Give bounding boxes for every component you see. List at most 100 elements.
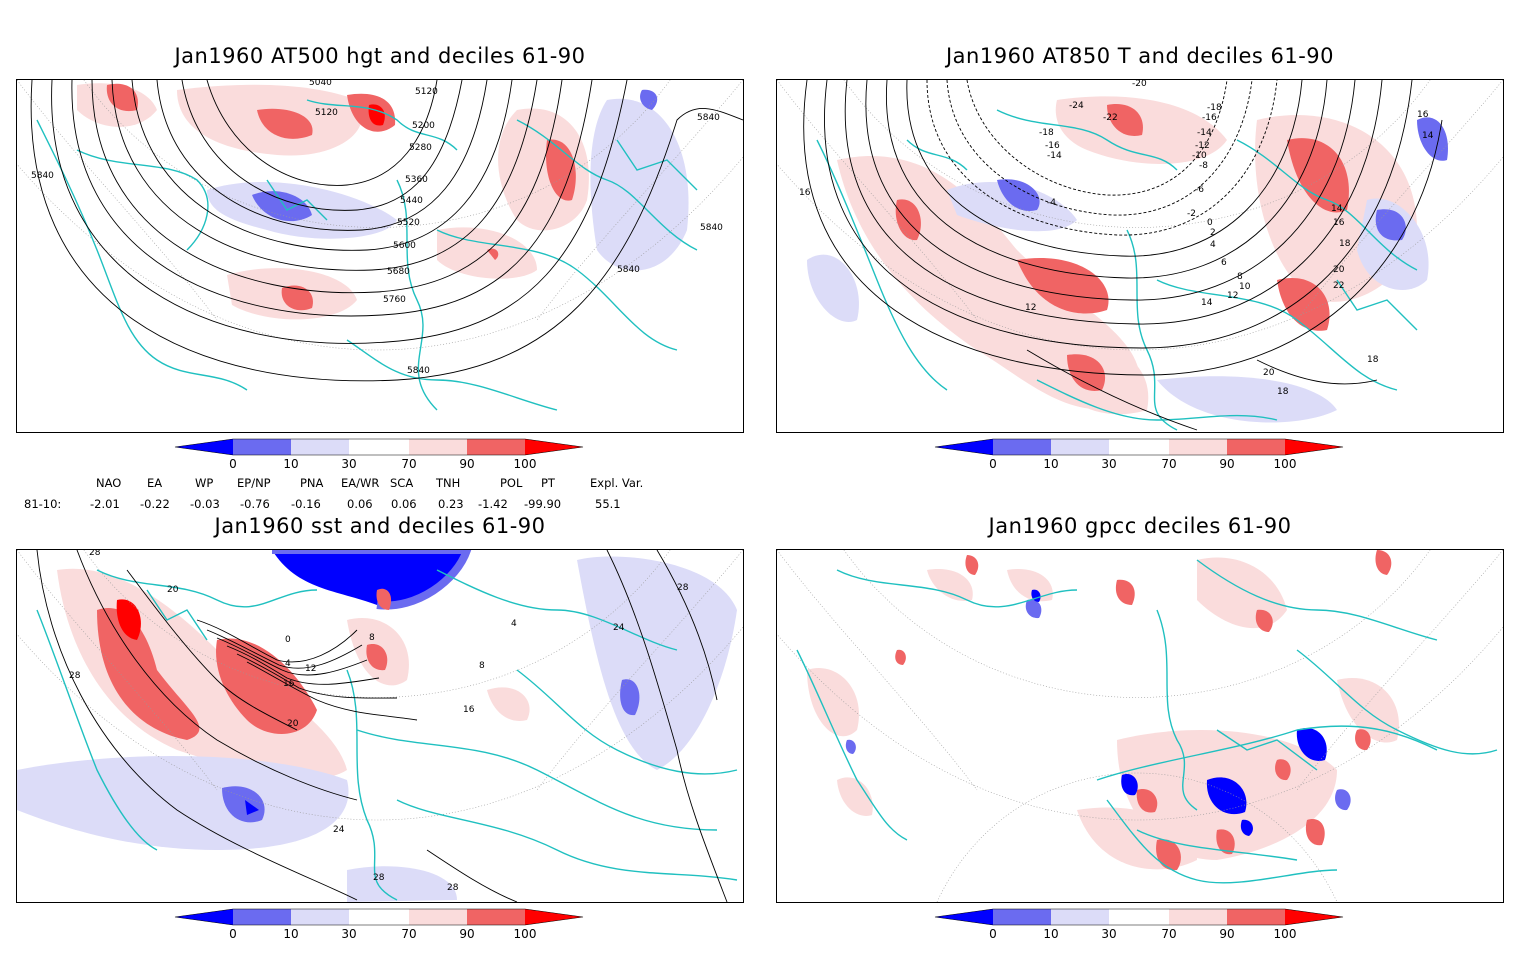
- contour-label: 16: [799, 188, 811, 198]
- contour-label: 5760: [383, 295, 406, 305]
- contour-label: -4: [1047, 198, 1056, 208]
- index-value: 0.06: [347, 497, 373, 511]
- contour-label: 20: [1263, 368, 1275, 378]
- contour-label: 10: [1239, 282, 1251, 292]
- colorbar-tick-label: 70: [401, 927, 417, 941]
- colorbar-tick-label: 100: [513, 457, 537, 471]
- contour-label: 28: [447, 883, 459, 893]
- colorbar-tick-label: 30: [1101, 457, 1117, 471]
- colorbar-tick-label: 30: [1101, 927, 1117, 941]
- contour-label: 5520: [397, 218, 420, 228]
- index-header: TNH: [436, 476, 461, 490]
- contour-label: 5840: [697, 113, 720, 123]
- contour-label: -14: [1047, 151, 1062, 161]
- colorbar-tick-label: 100: [1273, 927, 1297, 941]
- contour-label: 5680: [387, 267, 410, 277]
- contour-label: -2: [1187, 209, 1196, 219]
- contour-label: 8: [479, 661, 485, 671]
- contour-label: -16: [1202, 113, 1217, 123]
- index-header: SCA: [390, 476, 414, 490]
- index-value: -0.22: [140, 497, 170, 511]
- colorbar-sst: 0 10 30 70 90 100: [174, 908, 585, 953]
- contour-label: 12: [305, 664, 316, 674]
- contour-label: 6: [1221, 258, 1227, 268]
- map-panel-t850: -24 -22 -20 -18 -18 -16 -16 -14 -14 -12 …: [776, 79, 1504, 433]
- contour-label: 8: [369, 633, 375, 643]
- contour-label: 5840: [617, 265, 640, 275]
- contour-label: 28: [89, 550, 101, 558]
- contour-label: 0: [285, 635, 291, 645]
- index-value: -99.90: [524, 497, 562, 511]
- colorbar-gpcc: 0 10 30 70 90 100: [934, 908, 1345, 953]
- map-panel-hgt500: 5040 5120 5120 5200 5280 5360 5440 5520 …: [16, 79, 744, 433]
- index-value: 0.23: [438, 497, 464, 511]
- index-value: 0.06: [391, 497, 417, 511]
- contour-label: -8: [1199, 161, 1208, 171]
- contour-label: 2: [1210, 228, 1216, 238]
- contour-label: 28: [69, 671, 81, 681]
- contour-label: 5120: [415, 87, 438, 97]
- contour-label: 16: [463, 705, 475, 715]
- index-value: 55.1: [595, 497, 621, 511]
- index-value: -2.01: [90, 497, 120, 511]
- contour-label: 14: [1331, 204, 1343, 214]
- contour-label: -12: [1195, 141, 1210, 151]
- colorbar-tick-label: 30: [341, 457, 357, 471]
- index-header: EA: [147, 476, 163, 490]
- colorbar-tick-label: 30: [341, 927, 357, 941]
- contour-label: 28: [373, 873, 385, 883]
- contour-label: 8: [1237, 272, 1243, 282]
- index-header: WP: [195, 476, 214, 490]
- colorbar-tick-label: 10: [283, 927, 299, 941]
- panel-title-gpcc: Jan1960 gpcc deciles 61-90: [988, 514, 1292, 538]
- colorbar-tick-label: 100: [1273, 457, 1297, 471]
- contour-label: 5440: [400, 196, 423, 206]
- colorbar-tick-label: 70: [401, 457, 417, 471]
- index-row-label: 81-10:: [24, 497, 62, 511]
- contour-label: 16: [1417, 110, 1429, 120]
- map-panel-gpcc: [776, 549, 1504, 903]
- contour-label: -6: [1195, 185, 1204, 195]
- index-header: EP/NP: [237, 476, 271, 490]
- contour-label: 5840: [31, 171, 54, 181]
- contour-label: 5120: [315, 108, 338, 118]
- index-value: -1.42: [478, 497, 508, 511]
- contour-label: 5840: [407, 366, 430, 376]
- index-header: NAO: [96, 476, 122, 490]
- index-header: PNA: [300, 476, 324, 490]
- contour-label: 12: [1227, 291, 1238, 301]
- contour-label: -16: [1045, 141, 1060, 151]
- contour-label: 5040: [309, 80, 332, 88]
- panel-title-t850: Jan1960 AT850 T and deciles 61-90: [945, 44, 1335, 68]
- colorbar-tick-label: 0: [229, 927, 237, 941]
- panel-title-sst: Jan1960 sst and deciles 61-90: [214, 514, 546, 538]
- colorbar-t850: 0 10 30 70 90 100: [934, 438, 1345, 483]
- index-header: PT: [541, 476, 555, 490]
- contour-label: 20: [1333, 265, 1345, 275]
- colorbar-tick-label: 90: [459, 457, 475, 471]
- colorbar-tick-label: 90: [459, 927, 475, 941]
- index-header: EA/WR: [341, 476, 380, 490]
- colorbar-tick-label: 0: [989, 927, 997, 941]
- contour-label: -14: [1197, 128, 1212, 138]
- contour-label: -22: [1103, 113, 1118, 123]
- colorbar-tick-label: 70: [1161, 457, 1177, 471]
- contour-label: 18: [1339, 239, 1351, 249]
- contour-label: 4: [511, 619, 517, 629]
- contour-label: -10: [1192, 151, 1207, 161]
- contour-label: 5600: [393, 241, 416, 251]
- contour-label: -20: [1132, 80, 1147, 89]
- index-header: Expl. Var.: [590, 476, 644, 490]
- contour-label: 24: [333, 825, 345, 835]
- index-header: POL: [500, 476, 523, 490]
- map-panel-sst: 28 20 28 0 4 8 12 16 20 24 28 28 28 24 1…: [16, 549, 744, 903]
- colorbar-tick-label: 10: [283, 457, 299, 471]
- contour-label: 22: [1333, 281, 1344, 291]
- contour-label: 16: [283, 679, 295, 689]
- colorbar-tick-label: 0: [229, 457, 237, 471]
- colorbar-tick-label: 90: [1219, 457, 1235, 471]
- contour-label: 24: [613, 623, 625, 633]
- contour-label: 4: [1210, 240, 1216, 250]
- colorbar-hgt500: 0 10 30 70 90 100: [174, 438, 585, 483]
- panel-title-hgt500: Jan1960 AT500 hgt and deciles 61-90: [174, 44, 586, 68]
